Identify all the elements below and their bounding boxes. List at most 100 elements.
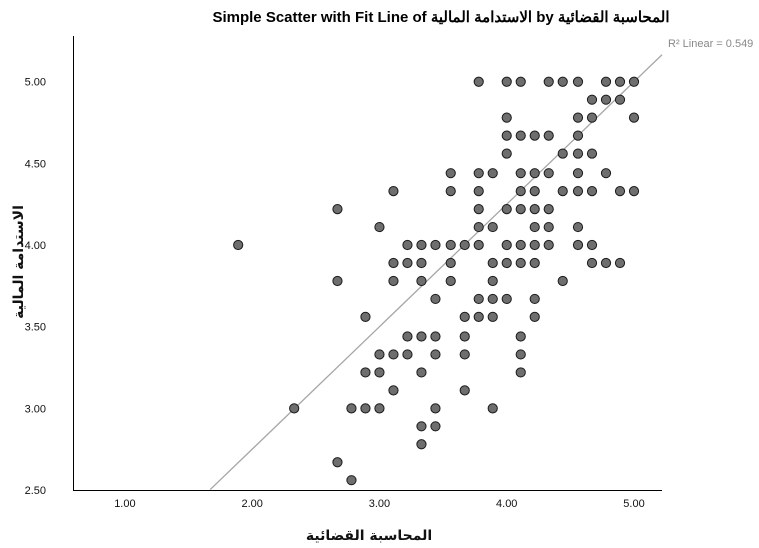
- data-point: [332, 275, 343, 287]
- data-point: [529, 239, 540, 251]
- data-point: [515, 257, 526, 269]
- data-point: [501, 293, 512, 305]
- data-point: [388, 186, 399, 197]
- x-tick-label: 1.00: [114, 498, 135, 510]
- data-point: [543, 204, 554, 215]
- data-point: [515, 349, 526, 360]
- data-point: [586, 239, 598, 251]
- data-point: [515, 186, 526, 197]
- data-point: [416, 239, 427, 251]
- data-point: [402, 239, 413, 251]
- data-point: [543, 239, 554, 251]
- y-tick-label: 2.50: [25, 485, 46, 497]
- data-point: [572, 148, 584, 159]
- r-squared-label: R² Linear = 0.549: [668, 38, 753, 50]
- data-point: [529, 130, 540, 141]
- plot-area: 2.50 3.00 3.50 4.00 4.50 5.00 1.00 2.00 3.00 4.00…: [25, 36, 663, 510]
- data-point: [487, 221, 498, 233]
- x-axis-line: [73, 490, 662, 491]
- data-point: [529, 293, 540, 305]
- data-point: [529, 221, 540, 233]
- data-point: [586, 94, 598, 105]
- data-point: [388, 257, 399, 269]
- data-point: [501, 76, 512, 87]
- data-point: [572, 76, 584, 87]
- data-point: [628, 112, 640, 123]
- data-point: [430, 293, 441, 305]
- data-point: [360, 403, 371, 414]
- data-point: [557, 186, 568, 197]
- data-point: [501, 204, 512, 215]
- data-point: [543, 130, 554, 141]
- data-point: [473, 311, 484, 322]
- data-point: [501, 130, 512, 141]
- data-point: [515, 130, 526, 141]
- data-point: [529, 257, 540, 269]
- data-point: [473, 76, 484, 87]
- data-point: [515, 367, 526, 378]
- data-point: [445, 239, 456, 251]
- data-point: [586, 112, 598, 123]
- data-point: [416, 439, 427, 450]
- data-point: [416, 331, 427, 342]
- data-point: [360, 367, 371, 378]
- data-point: [529, 311, 540, 322]
- fit-line: [209, 54, 663, 491]
- data-point: [557, 76, 568, 87]
- data-point: [614, 76, 626, 87]
- data-point: [614, 257, 626, 269]
- data-point: [501, 257, 512, 269]
- data-point: [487, 168, 498, 179]
- chart-title: Simple Scatter with Fit Line of الاستدام…: [212, 9, 669, 26]
- data-point: [473, 293, 484, 305]
- data-point: [487, 257, 498, 269]
- data-point: [388, 349, 399, 360]
- data-point: [529, 168, 540, 179]
- data-point: [374, 349, 385, 360]
- data-point: [487, 293, 498, 305]
- y-axis-line: [73, 36, 74, 490]
- data-points: [233, 76, 640, 486]
- data-point: [430, 349, 441, 360]
- data-point: [459, 331, 470, 342]
- data-point: [233, 239, 244, 251]
- y-tick-label: 5.00: [25, 77, 46, 89]
- data-point: [473, 204, 484, 215]
- data-point: [600, 76, 612, 87]
- data-point: [529, 186, 540, 197]
- data-point: [374, 403, 385, 414]
- x-axis-title: المحاسبة القضائية: [306, 528, 432, 544]
- data-point: [572, 239, 584, 251]
- data-point: [572, 130, 584, 141]
- data-point: [332, 457, 343, 468]
- x-tick-label: 5.00: [623, 498, 644, 510]
- data-point: [515, 239, 526, 251]
- data-point: [360, 311, 371, 322]
- data-point: [614, 94, 626, 105]
- data-point: [445, 168, 456, 179]
- data-point: [543, 221, 554, 233]
- data-point: [628, 76, 640, 87]
- data-point: [572, 221, 584, 233]
- data-point: [501, 112, 512, 123]
- data-point: [572, 186, 584, 197]
- data-point: [543, 168, 554, 179]
- data-point: [515, 76, 526, 87]
- data-point: [388, 385, 399, 396]
- data-point: [430, 331, 441, 342]
- data-point: [416, 367, 427, 378]
- data-point: [445, 275, 456, 287]
- data-point: [501, 239, 512, 251]
- y-axis-title: الاستدامة المالية: [11, 205, 27, 319]
- data-point: [346, 403, 357, 414]
- data-point: [332, 204, 343, 215]
- data-point: [600, 257, 612, 269]
- data-point: [416, 257, 427, 269]
- data-point: [346, 475, 357, 486]
- data-point: [487, 311, 498, 322]
- data-point: [402, 349, 413, 360]
- data-point: [416, 421, 427, 432]
- data-point: [416, 275, 427, 287]
- y-tick-label: 3.00: [25, 403, 46, 415]
